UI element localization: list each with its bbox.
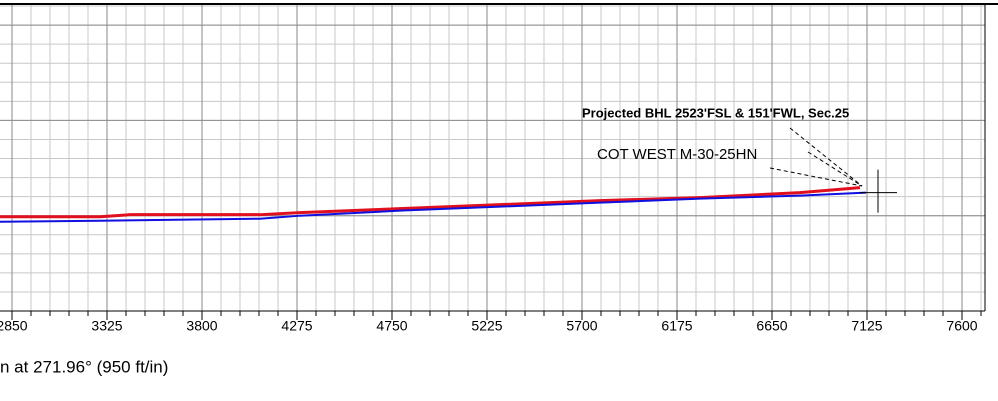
x-tick-label: 6650 bbox=[756, 318, 787, 334]
x-tick-label: 5700 bbox=[566, 318, 597, 334]
series-line bbox=[0, 191, 867, 223]
x-tick-label: 7600 bbox=[946, 318, 977, 334]
plot bbox=[0, 169, 897, 223]
annotation: Projected BHL 2523'FSL & 151'FWL, Sec.25 bbox=[582, 105, 849, 120]
x-tick-label: 3325 bbox=[91, 318, 122, 334]
x-tick-label: 3800 bbox=[186, 318, 217, 334]
axis-label: n at 271.96° (950 ft/in) bbox=[0, 357, 168, 376]
x-tick-label: 6175 bbox=[661, 318, 692, 334]
x-tick-label: 5225 bbox=[471, 318, 502, 334]
x-tick-label: 4275 bbox=[281, 318, 312, 334]
x-tick-label: 2850 bbox=[0, 318, 28, 334]
leader bbox=[769, 167, 863, 187]
major-grid: 2850 3325 3800 4275 4750 5225 5700 6175 6650 7125… bbox=[0, 4, 985, 334]
leaders bbox=[769, 127, 863, 187]
leader bbox=[807, 151, 863, 187]
annotation: COT WEST M-30-25HN bbox=[597, 146, 757, 163]
leader bbox=[789, 127, 863, 187]
minor-grid bbox=[0, 4, 985, 316]
x-tick-label: 7125 bbox=[851, 318, 882, 334]
series-line bbox=[0, 186, 861, 219]
x-tick-label: 4750 bbox=[376, 318, 407, 334]
